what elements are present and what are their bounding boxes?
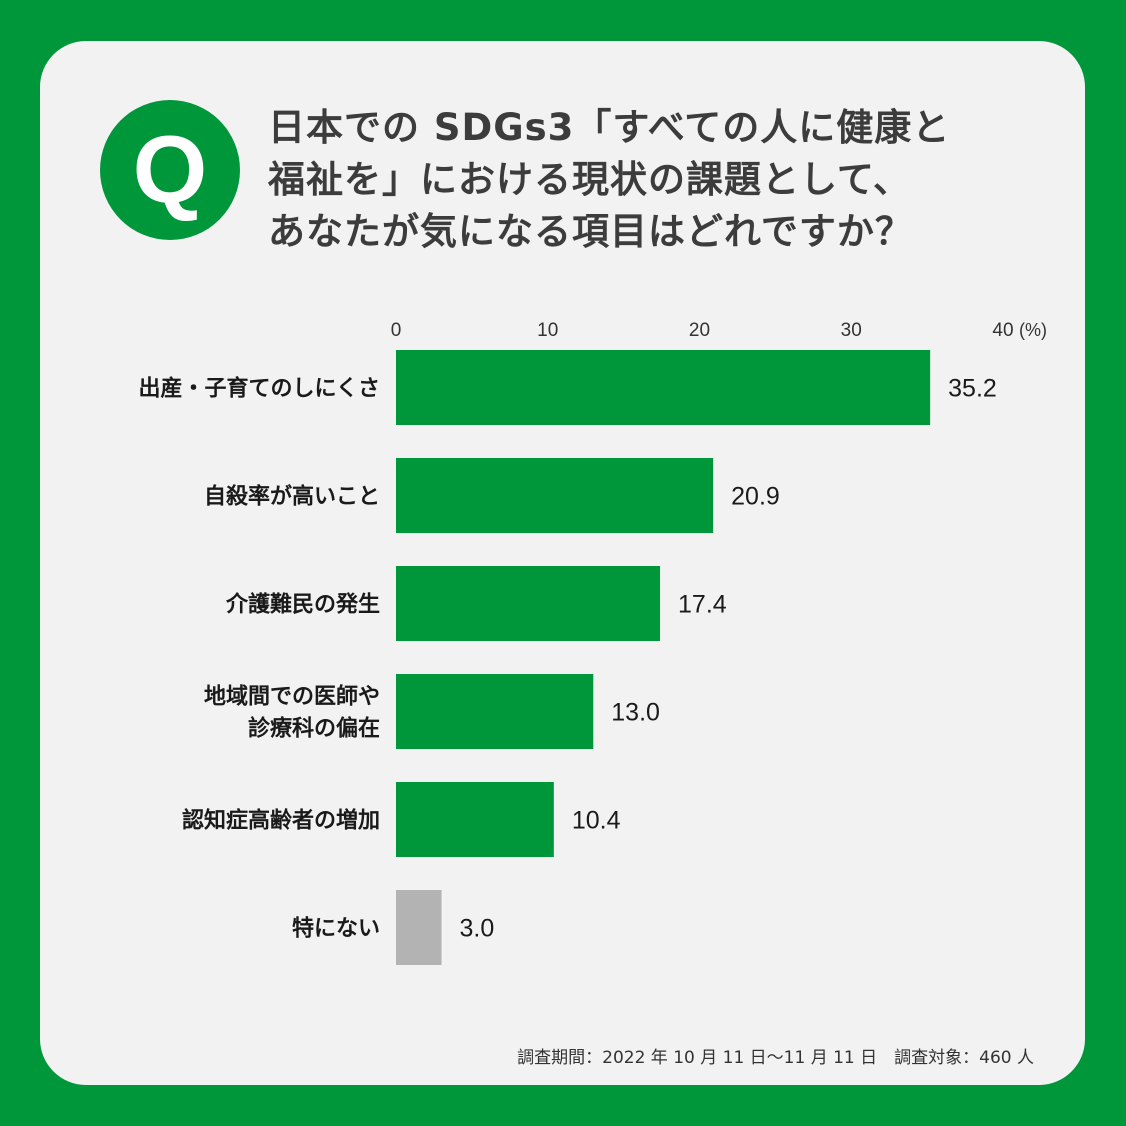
title-line: 日本での SDGs3「すべての人に健康と: [268, 106, 951, 149]
data-label: 35.2: [948, 375, 997, 403]
bar: [396, 458, 714, 533]
unit-label: (%): [1019, 320, 1047, 340]
bar: [396, 674, 594, 749]
data-label: 10.4: [572, 807, 621, 835]
category-label: 介護難民の発生: [225, 592, 380, 618]
survey-footer: 調査期間：2022 年 10 月 11 日〜11 月 11 日 調査対象：460…: [517, 1048, 1034, 1068]
data-label: 3.0: [460, 915, 495, 943]
bar: [396, 350, 931, 425]
x-tick-label: 20: [689, 320, 710, 341]
title-line: あなたが気になる項目はどれですか？: [268, 210, 913, 253]
x-tick-label: 10: [537, 320, 558, 341]
x-tick-label: 0: [391, 320, 402, 341]
category-label: 自殺率が高いこと: [204, 484, 380, 510]
question-title: 日本での SDGs3「すべての人に健康と 福祉を」における現状の課題として、 あ…: [268, 102, 988, 258]
data-label: 17.4: [678, 591, 727, 619]
bar: [396, 566, 661, 641]
q-badge: Q: [100, 100, 240, 240]
bar: [396, 890, 442, 965]
data-label: 20.9: [731, 483, 780, 511]
category-label: 地域間での医師や: [204, 684, 380, 710]
data-label: 13.0: [611, 699, 660, 727]
title-line: 福祉を」における現状の課題として、: [268, 158, 912, 201]
category-label: 特にない: [292, 916, 380, 942]
category-label: 診療科の偏在: [248, 716, 380, 742]
x-tick-label: 40: [992, 320, 1013, 341]
x-tick-label: 30: [841, 320, 862, 341]
category-label: 出産・子育てのしにくさ: [138, 376, 380, 402]
bar: [396, 782, 554, 857]
category-label: 認知症高齢者の増加: [182, 808, 380, 834]
